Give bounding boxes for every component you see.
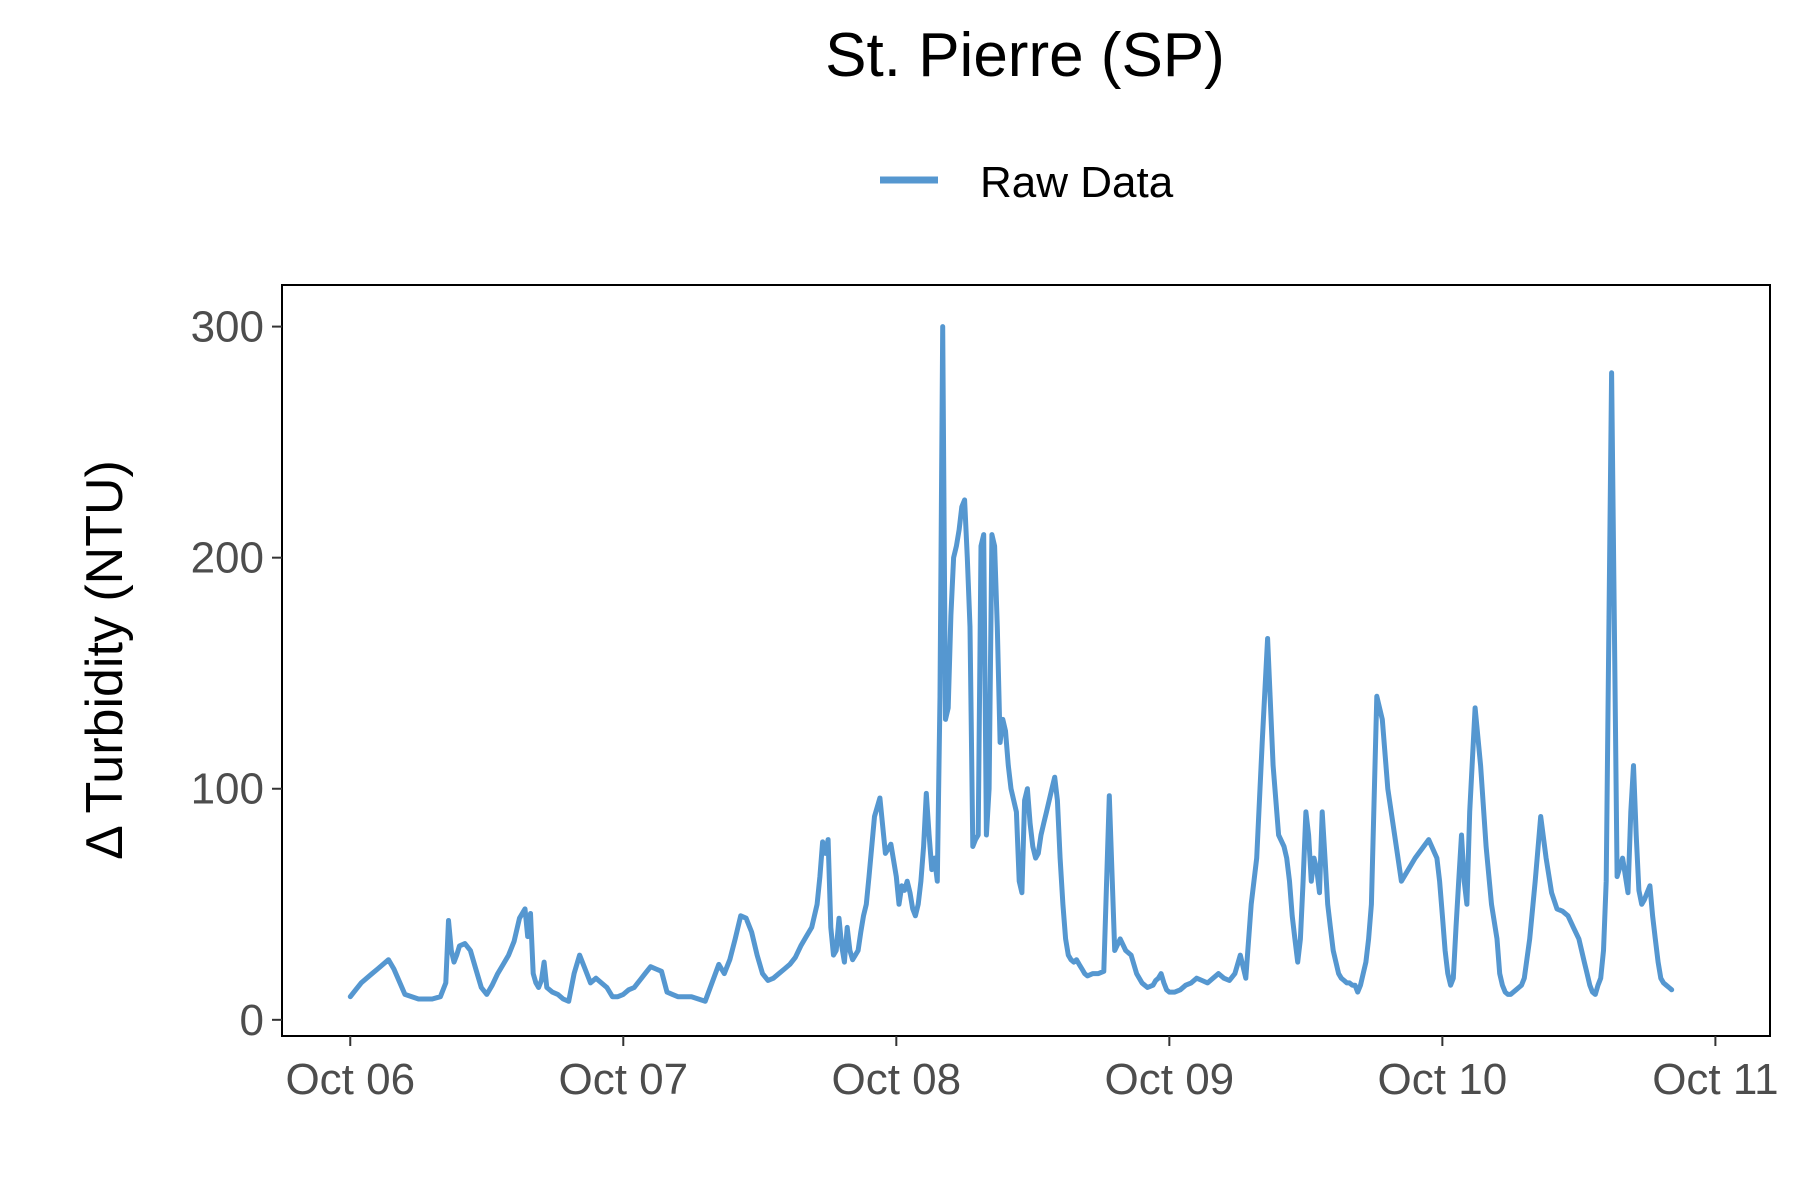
y-axis-label: Δ Turbidity (NTU) <box>76 460 134 860</box>
x-tick-label: Oct 11 <box>1652 1055 1778 1104</box>
plot-panel <box>281 284 1771 1037</box>
y-axis: 0 100 200 300 <box>191 303 282 1045</box>
x-tick-label: Oct 10 <box>1378 1055 1508 1104</box>
x-tick-label: Oct 06 <box>285 1055 415 1104</box>
chart-title: St. Pierre (SP) <box>825 21 1225 90</box>
y-tick-label: 0 <box>240 996 264 1045</box>
legend-label-raw-data: Raw Data <box>980 158 1174 207</box>
x-tick-label: Oct 07 <box>558 1055 688 1104</box>
y-tick-label: 200 <box>191 534 264 583</box>
x-tick-label: Oct 08 <box>831 1055 961 1104</box>
y-tick-label: 100 <box>191 765 264 814</box>
legend: Raw Data <box>880 158 1174 207</box>
x-tick-label: Oct 09 <box>1105 1055 1235 1104</box>
series-line-raw-data <box>347 324 1675 1004</box>
x-axis: Oct 06 Oct 07 Oct 08 Oct 09 Oct 10 Oct 11 <box>285 1036 1779 1104</box>
y-tick-label: 300 <box>191 303 264 352</box>
